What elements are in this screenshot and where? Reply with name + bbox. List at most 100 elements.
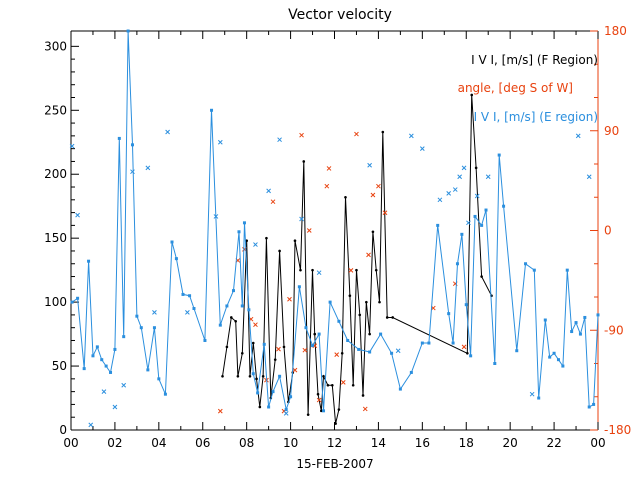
data-point <box>529 391 535 397</box>
data-point <box>596 313 600 317</box>
series-line <box>222 94 492 424</box>
data-point <box>181 292 185 296</box>
data-point <box>334 352 340 357</box>
data-point <box>368 350 372 354</box>
data-point <box>145 165 151 171</box>
data-point <box>382 210 388 216</box>
data-point <box>70 300 74 304</box>
data-point <box>100 358 104 362</box>
chart-title: Vector velocity <box>288 7 392 23</box>
data-point <box>587 405 591 409</box>
data-point <box>278 249 281 253</box>
data-point <box>398 387 402 391</box>
data-point <box>130 169 135 175</box>
data-point <box>355 268 358 272</box>
data-point <box>278 374 282 378</box>
data-point <box>331 383 334 387</box>
data-point <box>484 208 488 212</box>
data-point <box>455 262 459 266</box>
data-point <box>82 367 86 371</box>
data-point <box>362 406 368 412</box>
data-point <box>240 304 244 308</box>
data-point <box>304 326 308 330</box>
data-point <box>255 377 258 381</box>
data-point <box>311 344 315 348</box>
data-point <box>299 132 304 138</box>
data-point <box>69 143 75 149</box>
data-point <box>552 351 556 355</box>
data-point <box>358 313 362 317</box>
data-point <box>351 383 355 387</box>
data-point <box>170 240 174 244</box>
data-point <box>480 275 483 278</box>
legend: I V I, [m/s] (F Region) angle, [deg S of… <box>458 53 598 124</box>
data-point <box>135 314 139 318</box>
data-point <box>225 304 229 308</box>
series-2 <box>70 29 600 413</box>
y2-tick-label: -180 <box>604 423 631 437</box>
data-point <box>460 232 464 236</box>
x-tick-label: 22 <box>546 436 561 450</box>
data-point <box>337 408 341 411</box>
data-point <box>537 396 541 400</box>
y-tick-label: 100 <box>44 295 67 309</box>
data-point <box>470 93 474 97</box>
data-point <box>265 236 268 240</box>
data-point <box>270 199 276 205</box>
data-point <box>366 252 371 258</box>
data-point <box>474 166 478 170</box>
data-point <box>565 268 569 272</box>
data-point <box>251 372 255 376</box>
data-point <box>548 355 552 359</box>
data-point <box>469 354 473 358</box>
data-point <box>130 143 134 147</box>
data-point <box>91 354 95 358</box>
x-axis-label: 15-FEB-2007 <box>296 457 373 471</box>
data-point <box>163 392 167 396</box>
data-point <box>213 214 219 219</box>
data-point <box>253 322 258 328</box>
data-point <box>231 289 235 293</box>
data-point <box>146 368 150 372</box>
data-point <box>266 188 271 194</box>
data-point <box>437 197 443 203</box>
data-point <box>391 316 394 319</box>
data-point <box>556 358 560 362</box>
data-point <box>287 296 292 302</box>
data-point <box>95 345 99 349</box>
data-point <box>337 319 341 323</box>
data-point <box>361 394 365 397</box>
data-point <box>261 374 265 378</box>
data-point <box>575 133 581 139</box>
data-point <box>234 319 237 323</box>
y2-tick-label: 180 <box>604 24 627 38</box>
data-point <box>464 303 468 307</box>
data-point <box>447 312 451 316</box>
data-point <box>157 377 161 381</box>
data-point <box>112 404 118 410</box>
data-point <box>242 221 246 225</box>
data-point <box>221 374 224 378</box>
data-point <box>354 131 359 137</box>
data-point <box>419 146 425 152</box>
data-point <box>271 390 275 394</box>
data-point <box>466 220 471 226</box>
data-point <box>334 422 337 425</box>
data-point <box>348 294 352 298</box>
data-point <box>451 341 455 345</box>
y-tick-label: 200 <box>44 167 67 181</box>
y2-tick-label: -90 <box>604 323 624 337</box>
data-point <box>76 296 80 300</box>
data-point <box>117 136 121 140</box>
data-point <box>320 409 323 413</box>
data-point <box>370 192 376 198</box>
x-tick-label: 18 <box>459 436 474 450</box>
data-point <box>225 345 229 349</box>
data-point <box>122 335 126 339</box>
data-point <box>497 153 501 157</box>
data-point <box>299 216 304 222</box>
data-point <box>217 139 223 145</box>
data-point <box>292 367 298 373</box>
